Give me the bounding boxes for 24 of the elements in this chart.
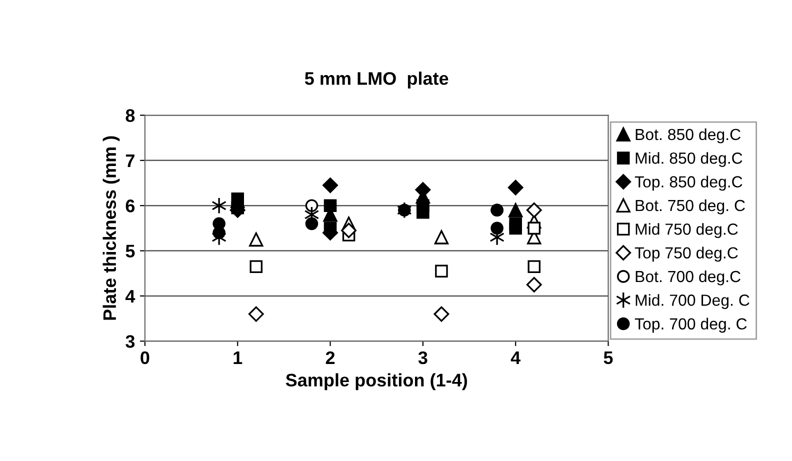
- x-tick-label: 5: [604, 352, 613, 364]
- x-tick-label: 3: [418, 351, 428, 364]
- legend-label: Mid 750 deg.C: [636, 223, 738, 238]
- legend-label: Mid. 700 Deg. C: [636, 294, 750, 310]
- x-tick-label: 0: [140, 351, 150, 364]
- x-tick-label: 4: [510, 352, 521, 364]
- y-tick-label: 4: [125, 290, 136, 303]
- legend-label: Bot. 750 deg. C: [636, 199, 745, 214]
- y-tick-label: 3: [126, 335, 135, 348]
- legend-label: Top 750 deg.C: [634, 246, 738, 262]
- legend-label: Top. 700 deg. C: [634, 318, 747, 333]
- y-tick-label: 6: [126, 200, 135, 212]
- y-tick-label: 5: [126, 244, 135, 258]
- chart-title: 5 mm LMO plate: [304, 72, 448, 88]
- x-tick-label: 1: [234, 352, 242, 364]
- y-axis-title: Plate thickness (mm ): [102, 136, 120, 320]
- legend-label: Top. 850 deg.C: [634, 176, 742, 191]
- y-tick-label: 8: [126, 109, 135, 122]
- y-tick-label: 7: [126, 154, 134, 167]
- legend-label: Bot. 700 deg.C: [636, 270, 740, 286]
- x-axis-title: Sample position (1-4): [286, 373, 467, 390]
- legend-label: Mid. 850 deg.C: [636, 152, 742, 167]
- x-tick-label: 2: [326, 351, 335, 364]
- legend-label: Bot. 850 deg.C: [636, 128, 740, 144]
